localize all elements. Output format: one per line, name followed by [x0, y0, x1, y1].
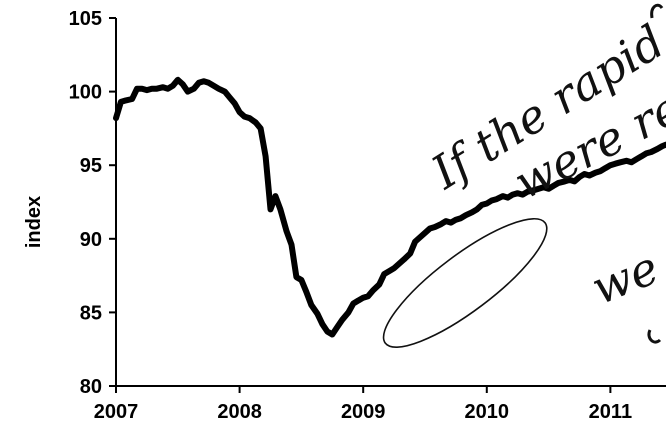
y-axis-label: index [23, 196, 45, 248]
handwritten-annotation: we [584, 240, 666, 315]
y-tick-label: 80 [80, 376, 102, 398]
x-tick-label: 2009 [341, 401, 386, 423]
y-tick-label: 90 [80, 229, 102, 251]
x-tick-label: 2010 [465, 401, 510, 423]
y-tick-label: 105 [69, 8, 102, 30]
x-tick-label: 2007 [94, 401, 139, 423]
series-line [113, 76, 666, 338]
y-tick-label: 85 [80, 302, 102, 324]
x-tick-label: 2011 [589, 401, 632, 423]
x-tick-label: 2008 [217, 401, 262, 423]
handwritten-stroke [650, 3, 664, 19]
handwritten-stroke [647, 329, 662, 344]
tick-labels: 80 85 90 95 100 105 2007 2008 2009 2010 2011 [69, 8, 632, 423]
highlight-ellipse [382, 217, 548, 348]
series-group [113, 76, 666, 338]
axes [109, 17, 666, 393]
y-tick-label: 95 [80, 155, 102, 177]
y-tick-label: 100 [69, 82, 102, 104]
